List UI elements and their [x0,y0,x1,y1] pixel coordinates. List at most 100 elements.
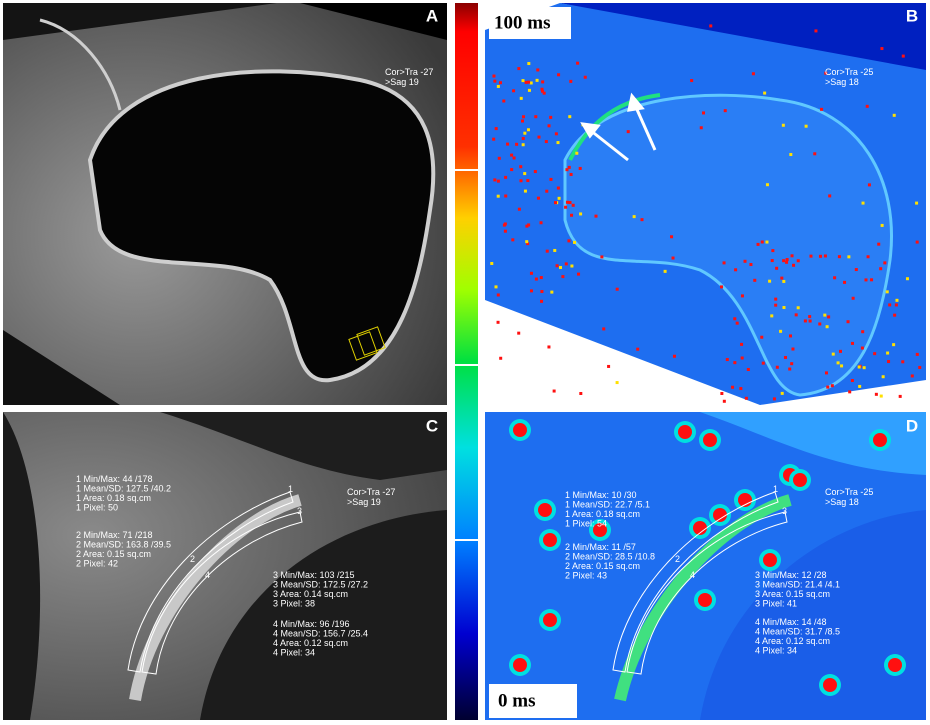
speckle [813,152,817,156]
speckle [702,111,706,115]
speckle [504,175,508,179]
speckle [550,290,554,294]
speckle [556,141,560,145]
speckle [823,313,827,317]
speckle [544,140,548,144]
speckle [843,280,847,284]
speckle [725,358,729,362]
speckle [523,189,527,193]
speckle [553,201,557,205]
speckle [772,397,776,401]
orientation-label: Cor>Tra -27 [385,67,433,77]
speckle [523,131,527,135]
roi-outlines [127,491,303,675]
roi-stat: 4 Area: 0.12 sq.cm [273,638,348,648]
speckle [756,242,760,246]
speckle [547,124,551,128]
speckle [561,275,565,279]
speckle [827,315,831,319]
speckle [524,80,528,84]
speckle [575,151,579,155]
speckle [570,213,574,217]
speckle [851,296,855,300]
speckle [885,290,889,294]
color-scale-bar [455,3,478,720]
speckle [693,521,707,535]
panel-label: C [426,416,438,435]
speckle [496,84,500,88]
speckle [825,325,829,329]
speckle [808,315,812,319]
speckle [886,351,890,355]
speckle [740,356,744,360]
speckle [670,235,674,239]
speckle [497,156,501,160]
roi-stat: 4 Pixel: 34 [273,648,315,658]
speckle [804,124,808,128]
roi-stat: 3 Pixel: 38 [273,599,315,609]
speckle [796,306,800,310]
speckle [734,268,738,272]
speckle [901,360,905,364]
speckle [788,367,792,371]
speckle [698,593,712,607]
speckle [672,354,676,358]
scale-max-box [489,7,571,39]
speckle [760,240,764,244]
speckle [525,224,529,228]
orientation-label: Cor>Tra -25 [825,487,873,497]
speckle [771,249,775,253]
speckle [493,178,497,182]
speckle [790,254,794,258]
roi-stat: 2 Pixel: 43 [565,571,607,581]
speckle [552,389,556,393]
color-scale-ticks [455,169,478,541]
speckle [615,287,619,291]
speckle [529,271,533,275]
speckle [512,156,516,160]
speckle [536,196,540,200]
speckle [542,91,546,95]
speckle [733,361,737,365]
speckle [512,89,516,93]
speckle [722,261,726,265]
speckle [519,179,523,183]
roi-stat: 2 Min/Max: 11 /57 [565,542,636,552]
speckle [785,260,789,264]
speckle [866,255,870,259]
speckle [780,276,784,280]
speckle [607,364,611,368]
speckle [571,203,575,207]
speckle [723,109,727,113]
speckle [880,47,884,51]
speckle [579,212,583,216]
roi-stat: 4 Min/Max: 14 /48 [755,617,827,627]
speckle [568,200,572,204]
speckle [570,264,574,268]
speckle [794,313,798,317]
speckle [749,263,753,267]
speckle [818,322,822,326]
speckle [739,387,743,391]
roi-stat: 4 Mean/SD: 31.7 /8.5 [755,627,840,637]
speckle [881,375,885,379]
speckle [540,289,544,293]
speckle [915,201,919,205]
speckle [781,123,785,127]
roi-stat: 4 Pixel: 34 [755,646,797,656]
roi-marker: 2 [675,554,680,564]
roi-marker: 2 [190,554,195,564]
orientation-label: >Sag 18 [825,77,859,87]
speckle [632,215,636,219]
roi-stat: 3 Mean/SD: 21.4 /4.1 [755,580,840,590]
speckle [831,352,835,356]
speckle [533,170,537,174]
speckle [873,433,887,447]
speckle [763,553,777,567]
speckle [793,473,807,487]
speckle [538,503,552,517]
speckle [534,115,538,119]
speckle [583,75,587,79]
roi-stat: 1 Pixel: 50 [76,503,118,513]
speckle [808,319,812,323]
